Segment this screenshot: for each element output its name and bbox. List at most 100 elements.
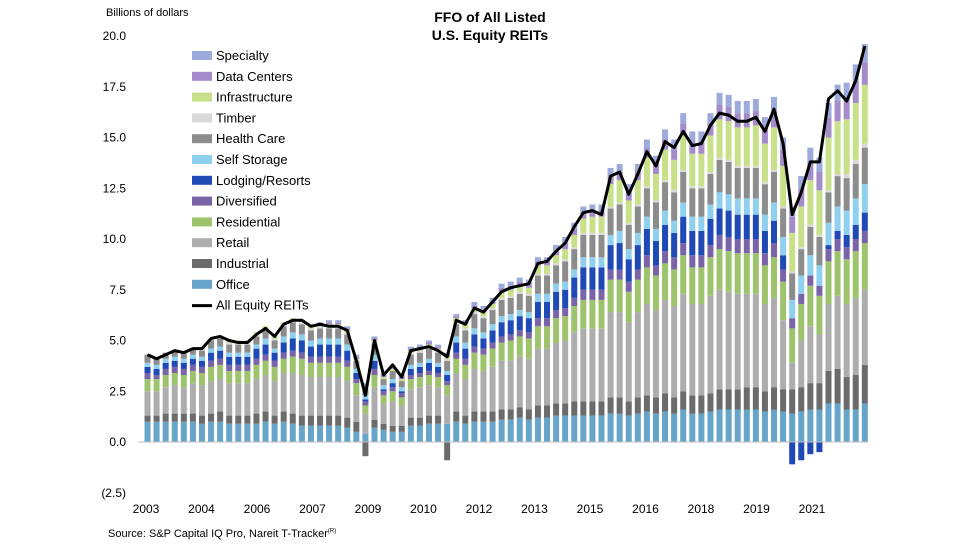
bar-segment [489,324,496,331]
bar-segment [289,356,296,373]
bar-segment [680,169,687,173]
bar-segment [544,301,551,319]
bar-segment [480,305,487,311]
bar-segment [743,387,750,410]
bar-segment [425,415,432,424]
bar-segment [498,297,505,300]
bar-segment [752,198,759,215]
bar-segment [680,135,687,170]
bar-segment [489,348,496,367]
bar-segment [616,163,623,173]
bar-segment [789,442,796,465]
bar-segment [244,356,251,365]
bar-segment [771,111,778,128]
bar-segment [326,415,333,426]
bar-segment [516,291,523,294]
bar-segment [861,230,868,244]
bar-segment [771,243,778,258]
bar-segment [607,269,614,280]
legend-swatch [192,155,212,164]
bar-segment [208,340,215,349]
bar-segment [852,409,859,442]
bar-segment [344,344,351,351]
bar-segment [153,415,160,422]
bar-segment [380,377,387,380]
bar-segment [716,234,723,250]
bar-segment [852,80,859,103]
bar-segment [580,206,587,213]
legend-swatch [192,51,212,60]
y-tick-label: 2.5 [109,384,126,398]
bar-segment [771,220,778,244]
bar-segment [226,370,233,384]
bar-segment [634,269,641,280]
bar-segment [652,265,659,276]
bar-segment [153,358,160,365]
bar-segment [516,281,523,286]
bar-segment [280,421,287,442]
bar-segment [789,232,796,272]
bar-segment [444,375,451,382]
legend-swatch [192,217,212,227]
bar-segment [716,208,723,235]
bar-segment [589,216,596,233]
bar-segment [180,413,187,422]
bar-segment [153,375,160,380]
bar-segment [344,360,351,367]
bar-segment [671,159,678,191]
bar-segment [698,188,705,217]
bar-segment [307,425,314,442]
bar-segment [498,291,505,298]
bar-segment [562,249,569,260]
bar-segment [271,366,278,382]
bar-segment [462,364,469,380]
bar-segment [716,289,723,390]
bar-segment [789,273,796,300]
bar-segment [353,368,360,373]
bar-segment [580,232,587,235]
bar-segment [553,342,560,404]
bar-segment [189,370,196,384]
bar-segment [389,366,396,369]
bar-segment [507,320,514,335]
bar-segment [643,267,650,304]
bar-segment [625,415,632,442]
bar-segment [289,322,296,333]
bar-segment [780,411,787,442]
bar-segment [198,372,205,386]
bar-segment [453,372,460,412]
bar-segment [716,249,723,290]
bar-segment [589,210,596,217]
bar-segment [534,257,541,262]
bar-segment [144,362,151,367]
bar-segment [198,350,205,357]
bar-segment [780,255,787,270]
bar-segment [761,182,768,185]
y-tick-label: 7.5 [109,283,126,297]
bar-segment [843,174,850,179]
bar-segment [734,165,741,168]
bar-segment [344,350,351,361]
bar-segment [162,368,169,376]
bar-segment [843,82,850,99]
bar-segment [607,208,614,235]
bar-segment [671,232,678,258]
bar-segment [734,253,741,294]
bar-segment [852,198,859,225]
bar-segment [235,370,242,384]
bar-segment [798,293,805,304]
bar-segment [652,397,659,414]
bar-segment [852,239,859,252]
x-tick-label: 2016 [632,502,659,516]
bar-segment [217,346,224,351]
bar-segment [162,362,169,369]
bar-segment [598,415,605,442]
bar-segment [480,354,487,371]
bar-segment [453,411,460,422]
bar-segment [852,224,859,239]
bar-segment [498,299,505,317]
bar-segment [425,362,432,371]
bar-segment [553,245,560,252]
bar-segment [162,375,169,388]
bar-segment [852,102,859,160]
